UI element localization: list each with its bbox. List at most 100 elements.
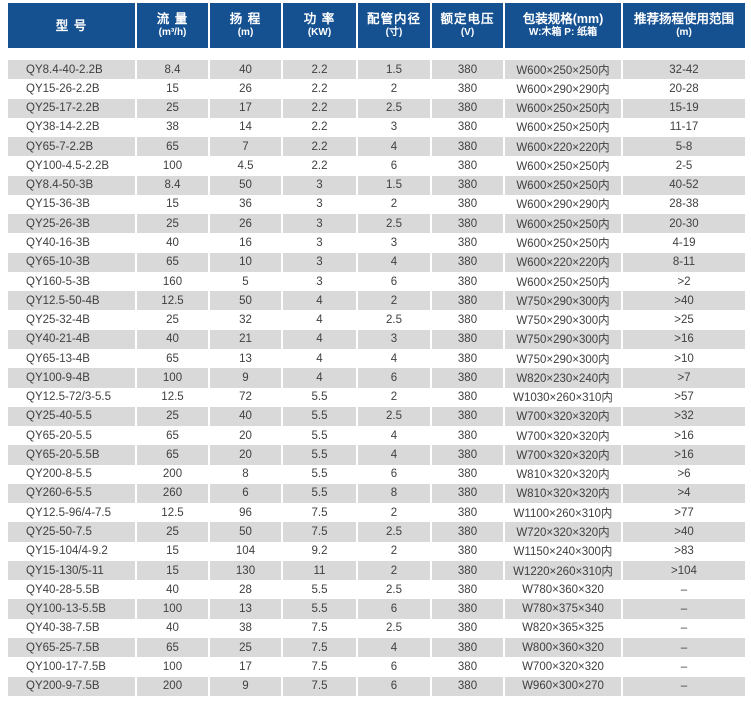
cell-packaging: W1220×260×310内 xyxy=(505,560,623,581)
cell-voltage: 380 xyxy=(432,214,505,234)
cell-flow: 25 xyxy=(137,214,210,234)
cell-pipe: 2.5 xyxy=(358,310,432,330)
cell-range: – xyxy=(623,618,745,638)
cell-pipe: 3 xyxy=(358,117,432,138)
cell-head: 16 xyxy=(210,233,283,253)
cell-head: 6 xyxy=(210,483,283,504)
cell-model: QY100-17-7.5B xyxy=(8,657,137,677)
cell-flow: 100 xyxy=(137,599,210,619)
table-row: QY100-4.5-2.2B 100 4.5 2.2 6 380 W600×250×250内… xyxy=(8,156,745,176)
cell-voltage: 380 xyxy=(432,657,505,677)
cell-flow: 100 xyxy=(137,156,210,176)
cell-packaging: W700×320×320内 xyxy=(505,445,623,465)
cell-model: QY40-16-3B xyxy=(8,233,137,253)
cell-head: 10 xyxy=(210,252,283,272)
cell-pipe: 2 xyxy=(358,387,432,407)
cell-head: 28 xyxy=(210,580,283,600)
col-header-head-label: 扬 程 xyxy=(229,12,262,26)
table-row: QY65-25-7.5B 65 25 7.5 4 380 W800×360×320– xyxy=(8,637,745,658)
col-header-flow-unit: (m³/h) xyxy=(158,27,187,38)
table-row: QY40-38-7.5B 40 38 7.5 2.5 380 W820×365×325– xyxy=(8,618,745,638)
cell-flow: 200 xyxy=(137,676,210,696)
cell-voltage: 380 xyxy=(432,387,505,407)
cell-packaging: W1150×240×300内 xyxy=(505,541,623,561)
cell-power: 4 xyxy=(283,310,358,330)
cell-packaging: W960×300×270 xyxy=(505,676,623,696)
table-header: 型 号 流 量 (m³/h) 扬 程 (m) 功 率 (KW) 配管内径 (寸) xyxy=(8,3,745,60)
cell-head: 40 xyxy=(210,60,283,80)
cell-range: – xyxy=(623,657,745,677)
cell-range: – xyxy=(623,676,745,696)
cell-packaging: W600×250×250内 xyxy=(505,156,623,176)
cell-packaging: W600×250×250内 xyxy=(505,271,623,292)
cell-flow: 160 xyxy=(137,271,210,292)
cell-range: 5-8 xyxy=(623,137,745,157)
cell-packaging: W700×320×320内 xyxy=(505,426,623,446)
table-row: QY100-9-4B 100 9 4 6 380 W820×230×240内 >7 xyxy=(8,368,745,388)
cell-flow: 15 xyxy=(137,560,210,581)
cell-power: 4 xyxy=(283,329,358,349)
cell-pipe: 2.5 xyxy=(358,522,432,542)
cell-head: 104 xyxy=(210,541,283,561)
cell-packaging: W1030×260×310内 xyxy=(505,387,623,407)
table-row: QY65-7-2.2B 65 7 2.2 4 380 W600×220×220内 5-8 xyxy=(8,137,745,157)
table-body: QY8.4-40-2.2B 8.4 40 2.2 1.5 380 W600×250×250内… xyxy=(8,60,745,696)
cell-flow: 12.5 xyxy=(137,387,210,407)
cell-head: 20 xyxy=(210,445,283,465)
table-row: QY65-10-3B 65 10 3 4 380 W600×220×220内 8-11 xyxy=(8,252,745,272)
cell-packaging: W750×290×300内 xyxy=(505,310,623,330)
cell-model: QY100-13-5.5B xyxy=(8,599,137,619)
cell-pipe: 4 xyxy=(358,137,432,157)
cell-head: 7 xyxy=(210,137,283,157)
table-row: QY25-32-4B 25 32 4 2.5 380 W750×290×300内 >25 xyxy=(8,310,745,330)
cell-model: QY260-6-5.5 xyxy=(8,483,137,504)
cell-range: 32-42 xyxy=(623,60,745,80)
cell-power: 7.5 xyxy=(283,637,358,658)
cell-voltage: 380 xyxy=(432,252,505,272)
cell-packaging: W750×290×300内 xyxy=(505,348,623,369)
cell-pipe: 4 xyxy=(358,252,432,272)
cell-power: 2.2 xyxy=(283,137,358,157)
cell-pipe: 2.5 xyxy=(358,580,432,600)
table-row: QY15-26-2.2B 15 26 2.2 2 380 W600×290×290内 20-2… xyxy=(8,79,745,99)
cell-flow: 260 xyxy=(137,483,210,504)
cell-flow: 100 xyxy=(137,657,210,677)
col-header-pipe: 配管内径 (寸) xyxy=(358,3,432,60)
cell-model: QY40-21-4B xyxy=(8,329,137,349)
cell-power: 3 xyxy=(283,252,358,272)
cell-flow: 8.4 xyxy=(137,175,210,195)
cell-pipe: 2 xyxy=(358,541,432,561)
cell-pipe: 2.5 xyxy=(358,618,432,638)
cell-flow: 40 xyxy=(137,329,210,349)
cell-packaging: W780×375×340 xyxy=(505,599,623,619)
cell-head: 72 xyxy=(210,387,283,407)
cell-voltage: 380 xyxy=(432,368,505,388)
table-row: QY40-28-5.5B 40 28 5.5 2.5 380 W780×360×320– xyxy=(8,580,745,600)
cell-pipe: 6 xyxy=(358,368,432,388)
cell-head: 130 xyxy=(210,560,283,581)
cell-voltage: 380 xyxy=(432,291,505,311)
cell-model: QY200-9-7.5B xyxy=(8,676,137,696)
cell-packaging: W750×290×300内 xyxy=(505,291,623,311)
table-row: QY200-9-7.5B 200 9 7.5 6 380 W960×300×270– xyxy=(8,676,745,696)
cell-range: >2 xyxy=(623,271,745,292)
cell-flow: 65 xyxy=(137,137,210,157)
cell-pipe: 3 xyxy=(358,233,432,253)
table-row: QY25-17-2.2B 25 17 2.2 2.5 380 W600×250×250内 15… xyxy=(8,98,745,118)
cell-power: 7.5 xyxy=(283,676,358,696)
cell-voltage: 380 xyxy=(432,175,505,195)
cell-head: 26 xyxy=(210,79,283,99)
cell-flow: 40 xyxy=(137,618,210,638)
cell-head: 13 xyxy=(210,348,283,369)
col-header-packaging-label: 包装规格(mm) xyxy=(522,12,604,26)
cell-range: >16 xyxy=(623,329,745,349)
col-header-power-unit: (KW) xyxy=(307,27,332,38)
cell-model: QY40-38-7.5B xyxy=(8,618,137,638)
cell-flow: 65 xyxy=(137,348,210,369)
cell-head: 4.5 xyxy=(210,156,283,176)
cell-voltage: 380 xyxy=(432,233,505,253)
cell-power: 3 xyxy=(283,175,358,195)
table-row: QY65-20-5.5B 65 20 5.5 4 380 W700×320×320内 >16 xyxy=(8,445,745,465)
cell-model: QY65-20-5.5 xyxy=(8,426,137,446)
